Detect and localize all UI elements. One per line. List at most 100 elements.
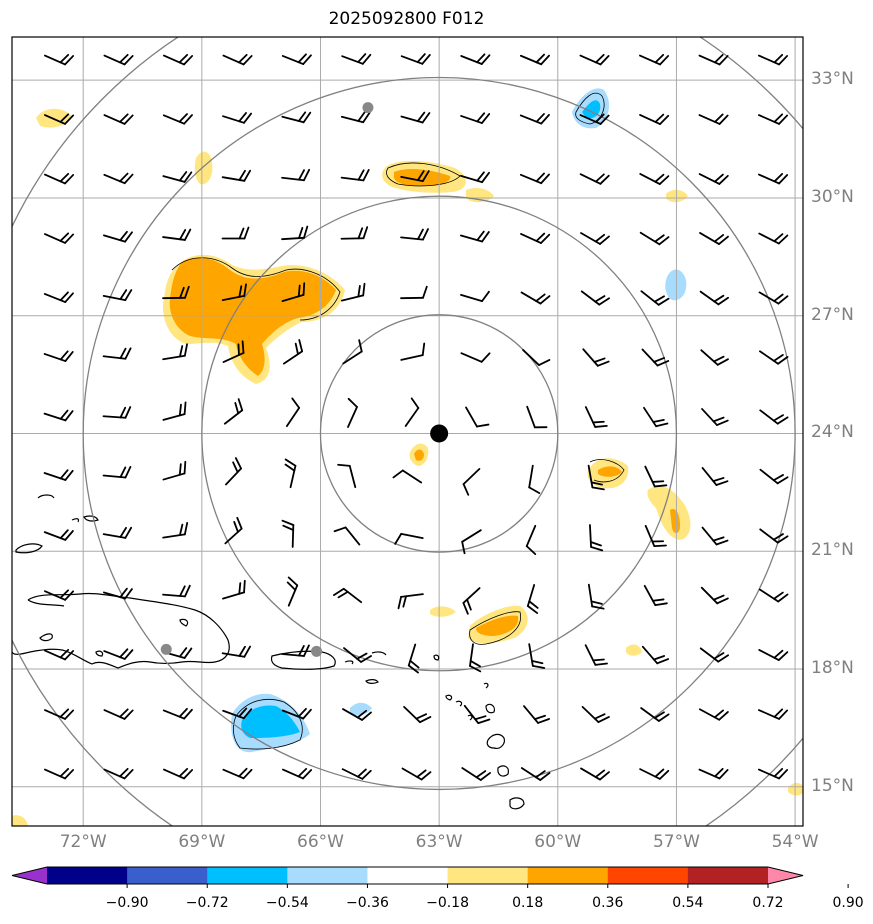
wind-barbs [43, 53, 789, 781]
wind-barb [162, 113, 193, 125]
wind-barb [44, 767, 75, 780]
wind-barb [758, 588, 789, 603]
wind-barb [580, 767, 610, 781]
wind-barb [162, 171, 193, 183]
wind-barb [698, 53, 729, 66]
wind-barb [43, 529, 74, 541]
wind-barb [44, 232, 75, 244]
lat-tick-label: 24°N [811, 422, 854, 443]
lon-tick-label: 63°W [415, 832, 463, 852]
wind-barb [162, 707, 193, 720]
lon-tick-label: 66°W [297, 832, 344, 852]
wind-barb [758, 53, 789, 66]
lat-tick-label: 27°N [811, 304, 854, 325]
city-marker-hispaniola [160, 643, 172, 655]
lon-tick-label: 72°W [59, 832, 107, 852]
markers [160, 102, 449, 657]
distance-ring [201, 195, 678, 672]
lat-tick-label: 33°N [811, 69, 854, 90]
wind-barb [44, 648, 75, 661]
anomaly-region [394, 169, 451, 186]
anomaly-region [169, 257, 336, 376]
wind-barb [222, 707, 253, 720]
wind-barb [700, 349, 729, 366]
wind-barb [701, 467, 729, 486]
colorbar-extend-high [768, 867, 803, 884]
wind-barb [162, 521, 189, 539]
wind-barb [103, 708, 134, 720]
wind-barb [698, 113, 729, 125]
wind-barb [282, 339, 304, 365]
wind-barb [44, 113, 75, 125]
anomaly-contour [575, 92, 605, 125]
lat-tick-label: 18°N [811, 657, 854, 678]
wind-barb [641, 645, 670, 665]
wind-barb [758, 649, 789, 661]
wind-barb [460, 230, 490, 243]
wind-barb [639, 231, 670, 246]
city-marker-north [362, 102, 374, 114]
wind-barb [528, 464, 541, 495]
anomaly-contour [171, 257, 341, 321]
colorbar-tick-label: 0.90 [832, 895, 864, 911]
wind-barb [759, 468, 789, 485]
wind-barb [461, 529, 482, 555]
wind-barb [520, 291, 551, 305]
distance-ring [82, 76, 796, 791]
wind-barb [462, 587, 481, 615]
wind-barb [519, 53, 550, 66]
wind-barb [519, 172, 550, 185]
wind-barb [581, 705, 610, 724]
wind-barb [222, 767, 253, 780]
wind-barb [643, 584, 668, 607]
anomaly-region [241, 705, 300, 738]
wind-barb [221, 226, 250, 240]
wind-barb [397, 593, 424, 610]
colorbar-segment [447, 867, 529, 884]
wind-barb [284, 458, 297, 489]
wind-barb [461, 767, 491, 781]
wind-barb [347, 397, 358, 428]
wind-barb [281, 644, 310, 657]
lat-tick-label: 15°N [811, 775, 854, 796]
wind-barb [589, 524, 604, 552]
wind-barb [342, 708, 372, 721]
wind-barb [341, 53, 372, 65]
wind-barb [162, 584, 191, 598]
wind-barb [580, 232, 610, 245]
lat-tick-label: 21°N [811, 540, 854, 561]
wind-barb [639, 53, 670, 66]
wind-barb [758, 767, 789, 780]
wind-barb [340, 282, 366, 302]
colorbar-segment [207, 867, 288, 884]
wind-barb [758, 232, 789, 245]
wind-barb [103, 230, 133, 243]
wind-barb [587, 464, 605, 491]
wind-barb [759, 409, 789, 425]
wind-barb [640, 707, 670, 722]
wind-barb [221, 645, 251, 658]
wind-barb [337, 463, 357, 489]
wind-barb [221, 283, 247, 302]
colorbar-segment [527, 867, 609, 884]
anomaly-contour [469, 611, 521, 645]
wind-barb [699, 290, 729, 306]
distance-ring [319, 314, 559, 553]
lat-tick-label: 30°N [811, 186, 854, 207]
wind-barb [579, 113, 610, 125]
wind-barb [281, 168, 311, 182]
colorbar-segment [47, 867, 128, 884]
wind-barb [462, 467, 481, 496]
colorbar [11, 866, 849, 888]
wind-barb [223, 398, 244, 425]
wind-barb [222, 53, 253, 66]
colorbar-segment [127, 867, 208, 884]
wind-barb [282, 767, 313, 780]
wind-barb [520, 767, 551, 781]
wind-barb [758, 113, 789, 125]
colorbar-tick-label: −0.18 [426, 895, 469, 911]
wind-barb [340, 111, 371, 124]
wind-barb [643, 406, 669, 428]
wind-barb [469, 643, 482, 673]
wind-barb [333, 526, 361, 546]
